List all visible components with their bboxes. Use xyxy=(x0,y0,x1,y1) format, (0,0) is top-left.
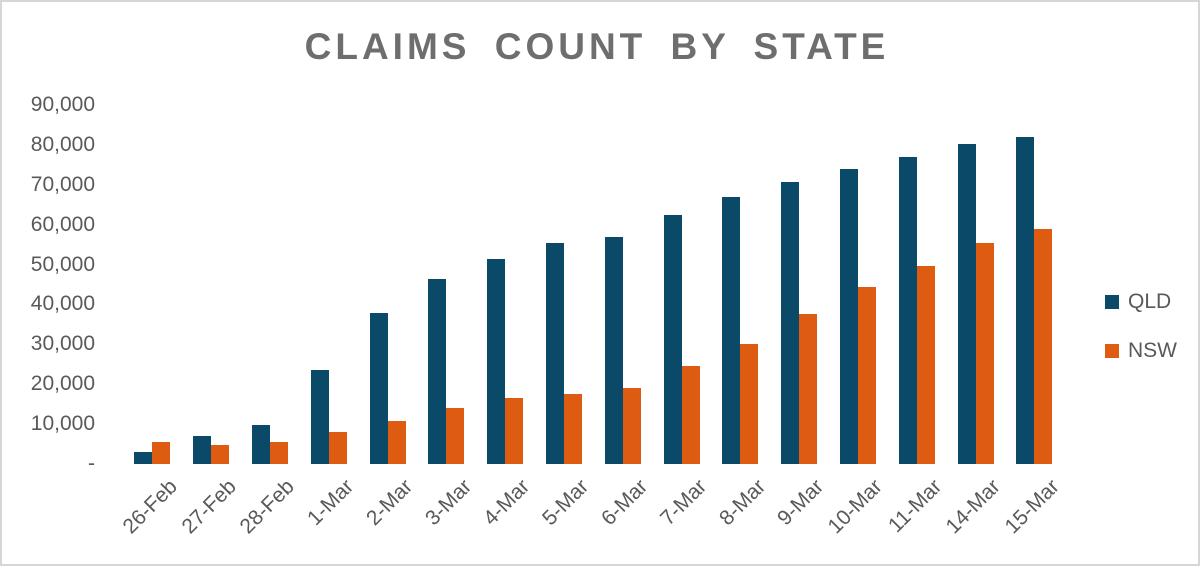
qld-bar xyxy=(898,156,917,464)
qld-bar xyxy=(604,237,623,464)
qld-bar xyxy=(428,278,447,464)
nsw-bar xyxy=(975,242,994,464)
qld-bar xyxy=(134,451,153,464)
qld-bar xyxy=(839,169,858,464)
y-axis-tick-label: 90,000 xyxy=(30,93,95,116)
nsw-bar xyxy=(1034,229,1053,464)
nsw-bar xyxy=(211,445,230,464)
x-axis-label: 8-Mar xyxy=(714,475,770,531)
legend-item-nsw: NSW xyxy=(1105,339,1177,363)
category-slot xyxy=(241,105,300,464)
y-axis-tick-label: 20,000 xyxy=(30,372,95,396)
x-axis-label: 4-Mar xyxy=(479,475,535,531)
category-slot xyxy=(593,105,652,464)
x-axis-label: 14-Mar xyxy=(941,475,1005,539)
x-axis-label: 26-Feb xyxy=(118,475,182,539)
nsw-bar xyxy=(916,265,935,464)
y-axis: 90,000 80,000 70,000 60,000 50,000 40,000 30,0… xyxy=(2,2,97,564)
category-slot xyxy=(417,105,476,464)
category-slot xyxy=(711,105,770,464)
x-axis-label: 7-Mar xyxy=(655,475,711,531)
category-slot xyxy=(1005,105,1064,464)
qld-bar xyxy=(781,182,800,464)
y-axis-tick-label: - xyxy=(88,452,95,475)
qld-bar xyxy=(722,196,741,464)
x-axis-label: 27-Feb xyxy=(177,475,241,539)
nsw-bar xyxy=(857,286,876,464)
nsw-bar xyxy=(799,314,818,464)
nsw-bar xyxy=(740,344,759,464)
qld-bar xyxy=(957,143,976,464)
qld-bar xyxy=(663,214,682,464)
x-axis-label: 28-Feb xyxy=(235,475,300,539)
legend-label: NSW xyxy=(1128,339,1177,362)
qld-bar xyxy=(310,370,329,464)
qld-bar xyxy=(545,243,564,464)
legend-label: QLD xyxy=(1128,290,1172,313)
y-axis-tick-label: 70,000 xyxy=(30,172,95,196)
legend: QLD NSW xyxy=(1105,290,1177,363)
legend-item-qld: QLD xyxy=(1105,290,1177,314)
x-axis-label: 6-Mar xyxy=(597,475,653,531)
category-slot xyxy=(652,105,711,464)
nsw-bar xyxy=(328,432,347,464)
y-axis-tick-label: 40,000 xyxy=(30,292,95,316)
y-axis-tick-label: 10,000 xyxy=(30,412,95,436)
category-slot xyxy=(299,105,358,464)
nsw-bar xyxy=(505,397,524,464)
category-slot xyxy=(887,105,946,464)
nsw-bar xyxy=(446,407,465,464)
category-slot xyxy=(829,105,888,464)
chart-title: CLAIMS COUNT BY STATE xyxy=(304,26,890,67)
nsw-bar xyxy=(152,442,171,464)
y-axis-tick-label: 60,000 xyxy=(30,212,95,236)
qld-bar xyxy=(369,312,388,464)
nsw-bar xyxy=(563,393,582,464)
category-slot xyxy=(476,105,535,464)
nsw-bar xyxy=(387,420,406,464)
nsw-bar xyxy=(681,365,700,464)
x-axis-label: 5-Mar xyxy=(538,475,594,531)
x-axis-label: 15-Mar xyxy=(1000,475,1064,539)
nsw-bar xyxy=(622,387,641,464)
x-axis-label: 2-Mar xyxy=(361,475,417,531)
qld-bar xyxy=(1016,136,1035,464)
legend-swatch-nsw xyxy=(1105,344,1119,358)
x-axis-label: 10-Mar xyxy=(823,475,888,539)
category-slot xyxy=(182,105,241,464)
y-axis-tick-label: 30,000 xyxy=(30,332,95,356)
category-slot xyxy=(535,105,594,464)
nsw-bar xyxy=(269,441,288,464)
x-axis-label: 9-Mar xyxy=(773,475,829,531)
qld-bar xyxy=(251,424,270,464)
qld-bar xyxy=(193,436,212,464)
category-slot xyxy=(358,105,417,464)
legend-swatch-qld xyxy=(1105,295,1119,309)
y-axis-tick-label: 80,000 xyxy=(30,132,95,156)
category-slot xyxy=(770,105,829,464)
x-axis-label: 1-Mar xyxy=(303,475,359,531)
plot-area xyxy=(123,105,1064,464)
x-axis-label: 3-Mar xyxy=(420,475,476,531)
category-slot xyxy=(946,105,1005,464)
x-axis-label: 11-Mar xyxy=(883,475,947,538)
category-slot xyxy=(123,105,182,464)
y-axis-tick-label: 50,000 xyxy=(30,252,95,276)
qld-bar xyxy=(487,259,506,464)
